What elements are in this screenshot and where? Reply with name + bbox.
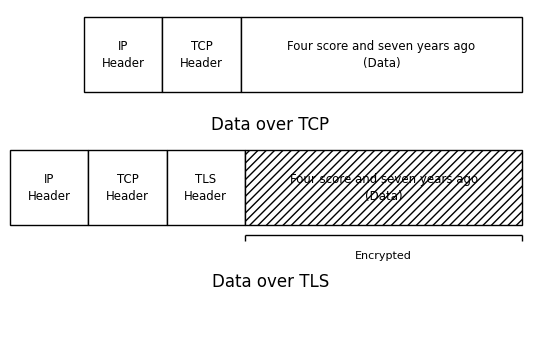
- Text: IP
Header: IP Header: [28, 173, 70, 203]
- Text: TLS
Header: TLS Header: [184, 173, 227, 203]
- Bar: [241, 17, 522, 92]
- Text: IP
Header: IP Header: [102, 40, 144, 70]
- Bar: [10, 150, 88, 225]
- Text: Four score and seven years ago
(Data): Four score and seven years ago (Data): [287, 40, 476, 70]
- Bar: [167, 150, 245, 225]
- Text: Four score and seven years ago
(Data): Four score and seven years ago (Data): [289, 173, 478, 203]
- Text: TCP
Header: TCP Header: [106, 173, 149, 203]
- Text: Encrypted: Encrypted: [355, 251, 412, 261]
- Text: Data over TCP: Data over TCP: [212, 116, 329, 134]
- Bar: [245, 150, 522, 225]
- Text: Data over TLS: Data over TLS: [212, 273, 329, 291]
- Bar: [162, 17, 241, 92]
- Text: TCP
Header: TCP Header: [180, 40, 223, 70]
- Bar: [88, 150, 167, 225]
- Bar: [84, 17, 162, 92]
